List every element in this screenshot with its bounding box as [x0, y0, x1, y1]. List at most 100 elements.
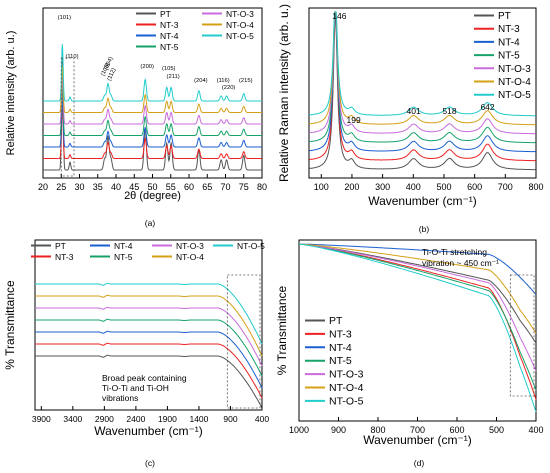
peak-label: 401 — [407, 106, 421, 116]
peak-label: (004) — [103, 56, 114, 71]
series-NT-O-4 — [43, 65, 262, 113]
series-NT-4 — [35, 330, 263, 389]
legend-label: NT-4 — [329, 342, 352, 354]
x-tick-label: 75 — [239, 182, 249, 192]
legend-label: NT-3 — [160, 20, 179, 30]
series-NT-3 — [308, 10, 536, 162]
series-NT-O-4 — [308, 11, 536, 126]
y-axis-label: Relative intensity (arb. u.) — [5, 31, 17, 156]
x-tick-label: 60 — [184, 182, 194, 192]
x-tick-label: 400 — [528, 425, 543, 435]
legend-label: NT-O-5 — [226, 31, 254, 41]
x-axis-label: Wavenumber (cm⁻¹) — [94, 424, 203, 438]
peak-label: (220) — [222, 85, 236, 91]
x-axis-label: Wavenumber (cm⁻¹) — [368, 194, 477, 208]
x-tick-label: 1400 — [189, 414, 208, 424]
x-tick-label: 800 — [528, 182, 543, 192]
peak-label: 199 — [347, 115, 361, 125]
x-tick-label: 40 — [111, 182, 121, 192]
legend-label: NT-O-4 — [176, 252, 204, 262]
series-NT-4 — [299, 243, 537, 295]
legend-label: NT-O-3 — [498, 64, 531, 75]
series-NT-5 — [43, 86, 262, 136]
series-NT-O-5 — [298, 243, 537, 413]
x-tick-label: 1000 — [289, 425, 309, 435]
series-NT-4 — [309, 11, 536, 153]
series-NT-O-4 — [298, 243, 537, 334]
x-tick-label: 900 — [331, 425, 346, 435]
peak-label: (116) — [217, 78, 230, 84]
x-tick-label: 300 — [375, 182, 390, 192]
peak-label: (103) — [100, 62, 111, 77]
legend-label: NT-O-3 — [176, 241, 204, 251]
annotation: Broad peak containing Ti-O-Ti and Ti-OH vi… — [102, 373, 187, 403]
panel-b-frame — [308, 7, 537, 179]
x-axis-label: Wavenumber (cm⁻¹) — [363, 433, 472, 447]
peak-label: (101) — [58, 15, 72, 21]
legend-label: NT-O-3 — [226, 9, 254, 19]
x-tick-label: 50 — [147, 182, 157, 192]
legend: PT NT-4 NT-O-3 NT-O-5 NT-3 NT-5 NT-O-4 — [31, 241, 265, 262]
x-tick-label: 500 — [489, 425, 504, 435]
x-tick-label: 800 — [370, 425, 385, 435]
x-tick-label: 500 — [436, 182, 451, 192]
legend-label: NT-3 — [498, 24, 520, 35]
x-tick-label: 3400 — [63, 414, 82, 424]
series-NT-5 — [35, 318, 263, 377]
x-tick-label: 25 — [56, 182, 66, 192]
series-NT-3 — [35, 342, 263, 399]
caption: (b) — [419, 224, 430, 234]
legend-label: NT-5 — [329, 355, 352, 367]
x-tick-label: 3900 — [32, 414, 51, 424]
caption: (c) — [145, 458, 155, 468]
x-tick-label: 55 — [166, 182, 176, 192]
series-PT — [35, 354, 263, 409]
series-PT — [309, 14, 536, 171]
series-NT-5 — [298, 243, 537, 391]
legend-label: PT — [498, 11, 511, 22]
legend-label: NT-O-4 — [329, 382, 364, 394]
series-NT-O-3 — [35, 306, 263, 367]
peak-label: 518 — [442, 106, 456, 116]
legend-label: NT-4 — [498, 37, 520, 48]
series-NT-3 — [43, 106, 262, 159]
peak-label: (112) — [106, 67, 117, 81]
dashed-box — [509, 274, 535, 397]
legend-label: NT-4 — [160, 31, 179, 41]
x-tick-label: 35 — [93, 182, 103, 192]
series-NT-O-3 — [298, 243, 537, 372]
peak-label: 146 — [332, 11, 346, 21]
series-NT-4 — [43, 96, 262, 148]
x-tick-label: 200 — [344, 182, 359, 192]
legend-label: NT-O-5 — [498, 90, 531, 101]
x-tick-label: 70 — [220, 182, 230, 192]
x-tick-label: 400 — [406, 182, 421, 192]
x-axis-label: 2θ (degree) — [124, 190, 181, 202]
series-NT-5 — [308, 11, 536, 144]
panel-c-frame — [34, 239, 263, 411]
x-tick-label: 45 — [129, 182, 139, 192]
legend-label: NT-5 — [160, 42, 179, 52]
legend-label: NT-3 — [55, 252, 74, 262]
legend-label: NT-O-5 — [237, 241, 265, 251]
legend: PT NT-O-3 NT-3 NT-O-4 NT-4 NT-O-5 NT-5 — [136, 9, 254, 52]
y-axis-label: % Transmittance — [3, 280, 17, 370]
x-tick-label: 900 — [223, 414, 237, 424]
legend-label: PT — [329, 315, 343, 327]
x-tick-label: 100 — [314, 182, 329, 192]
dashed-box — [60, 57, 75, 177]
peak-label: 642 — [480, 102, 494, 112]
panel-d: Ti-O-Ti stretching vibration ~ 450 cm⁻¹ PT… — [275, 239, 544, 468]
dashed-box — [226, 274, 261, 409]
x-tick-label: 65 — [202, 182, 212, 192]
x-tick-label: 20 — [38, 182, 48, 192]
legend-label: PT — [160, 9, 171, 19]
y-axis-label: % Transmittance — [275, 285, 289, 375]
x-tick-label: 600 — [467, 182, 482, 192]
series-NT-O-3 — [309, 11, 536, 135]
series-NT-O-5 — [43, 44, 262, 102]
panel-c: Broad peak containing Ti-O-Ti and Ti-OH vi… — [3, 239, 269, 468]
